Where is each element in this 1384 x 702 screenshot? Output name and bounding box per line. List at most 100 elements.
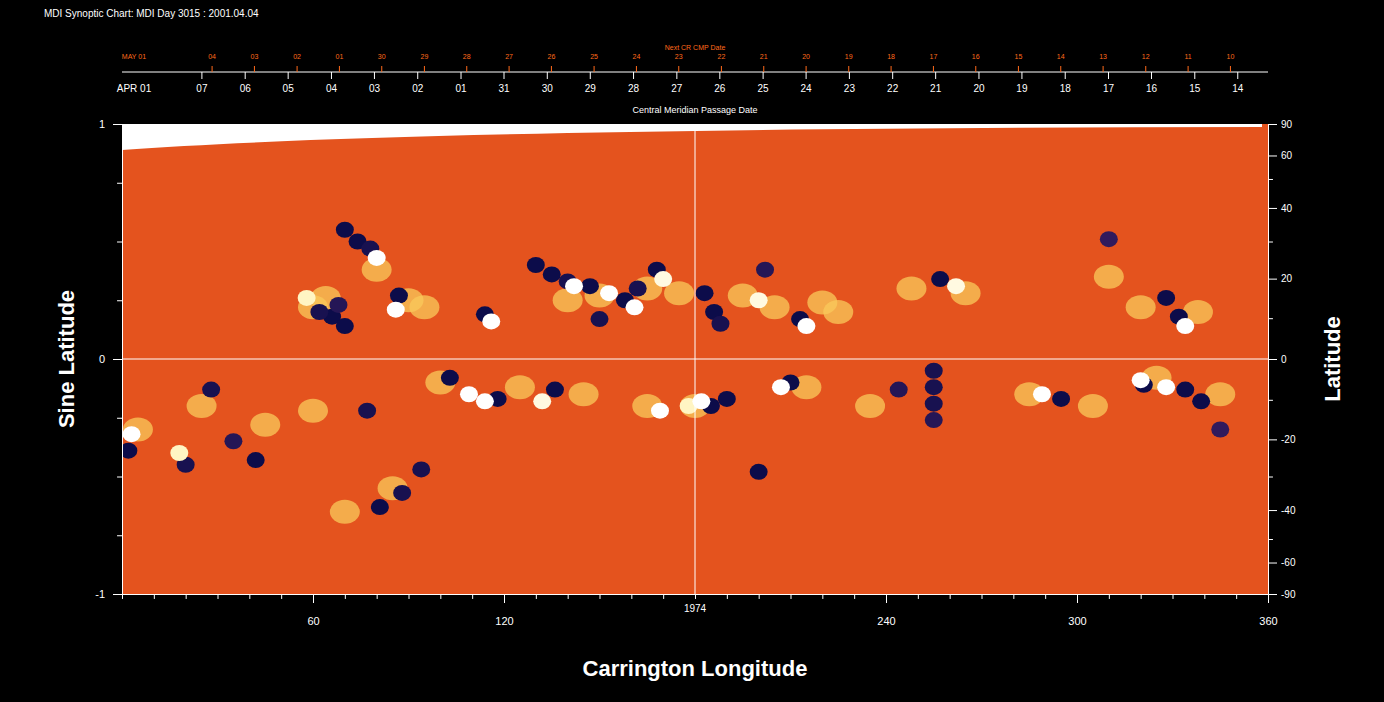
date-tick-mark bbox=[254, 66, 255, 72]
x-tick: 300 bbox=[1068, 594, 1086, 627]
date-tick-label: 13 bbox=[1099, 53, 1107, 60]
x-tick bbox=[122, 594, 123, 599]
x-tick bbox=[759, 594, 760, 599]
field-cell bbox=[476, 393, 494, 409]
field-cell bbox=[460, 386, 478, 402]
x-tick bbox=[345, 594, 346, 599]
date-tick-label: 30 bbox=[542, 83, 554, 94]
field-cell bbox=[527, 257, 545, 273]
date-tick-mark bbox=[806, 72, 807, 79]
date-tick-label: 29 bbox=[585, 83, 597, 94]
x-tick-label: 300 bbox=[1068, 615, 1086, 627]
field-cell bbox=[890, 382, 908, 398]
date-tick-mark bbox=[1151, 72, 1152, 79]
x-tick bbox=[186, 594, 187, 599]
x-tick bbox=[695, 594, 696, 599]
field-cell bbox=[629, 281, 647, 297]
y2-tick-mark bbox=[1268, 279, 1277, 280]
y-tick-mark bbox=[113, 594, 122, 595]
field-cell bbox=[412, 461, 430, 477]
x-tick-mark bbox=[568, 594, 569, 599]
date-tick-mark bbox=[245, 72, 246, 79]
x-tick-mark bbox=[1268, 594, 1269, 603]
date-tick-label: 24 bbox=[801, 83, 813, 94]
date-tick-label: 03 bbox=[369, 83, 381, 94]
date-tick-mark bbox=[1145, 66, 1146, 72]
y2-axis: -90-60-40-20020406090 bbox=[1268, 119, 1296, 600]
date-tick-label: 17 bbox=[930, 53, 938, 60]
rotation-number: 1974 bbox=[684, 603, 707, 614]
date-tick-mark bbox=[331, 72, 332, 79]
y2-tick: 90 bbox=[1268, 119, 1293, 130]
date-tick-mark bbox=[636, 66, 637, 72]
field-cell bbox=[1132, 372, 1150, 388]
date-tick-mark bbox=[633, 72, 634, 79]
date-tick-mark bbox=[763, 72, 764, 79]
reference-line-y bbox=[122, 359, 1268, 360]
x-tick bbox=[1204, 594, 1205, 599]
x-tick-mark bbox=[472, 594, 473, 599]
x-tick bbox=[1173, 594, 1174, 599]
field-cell bbox=[543, 266, 561, 282]
x-tick bbox=[918, 594, 919, 599]
y-tick-mark bbox=[113, 359, 122, 360]
date-tick-label: 04 bbox=[208, 53, 216, 60]
date-tick-label: 26 bbox=[548, 53, 556, 60]
field-cell bbox=[1192, 393, 1210, 409]
field-cell bbox=[187, 394, 217, 418]
x-tick bbox=[1109, 594, 1110, 599]
x-tick-mark bbox=[663, 594, 664, 599]
field-cell bbox=[696, 285, 714, 301]
field-cell bbox=[122, 443, 137, 459]
date-tick-mark bbox=[806, 66, 807, 72]
date-tick-mark bbox=[978, 72, 979, 79]
field-cell bbox=[368, 250, 386, 266]
x-tick-mark bbox=[886, 594, 887, 603]
x-tick bbox=[600, 594, 601, 599]
date-tick-label: 16 bbox=[1146, 83, 1158, 94]
x-tick bbox=[1045, 594, 1046, 599]
y2-tick-mark bbox=[1268, 594, 1277, 595]
date-axis: 0706050403020131302928272625242322212019… bbox=[117, 72, 1244, 115]
x-tick bbox=[377, 594, 378, 599]
date-tick-mark bbox=[1021, 72, 1022, 79]
y-tick bbox=[117, 242, 122, 243]
y2-tick-mark bbox=[1268, 439, 1277, 440]
field-cell bbox=[823, 300, 853, 324]
date-tick-mark bbox=[509, 66, 510, 72]
date-tick-mark bbox=[590, 72, 591, 79]
x-tick bbox=[472, 594, 473, 599]
y2-tick-mark bbox=[1268, 400, 1273, 401]
field-cell bbox=[310, 304, 328, 320]
date-tick-label: 22 bbox=[887, 83, 899, 94]
date-tick-mark bbox=[676, 72, 677, 79]
date-tick-label: 07 bbox=[196, 83, 208, 94]
date-tick-mark bbox=[547, 72, 548, 79]
date-tick-label: 19 bbox=[845, 53, 853, 60]
y2-tick-label: 40 bbox=[1281, 203, 1293, 214]
date-axis-title: Next CR CMP Date bbox=[665, 44, 726, 51]
date-tick-label: 11 bbox=[1184, 53, 1191, 60]
x-tick bbox=[631, 594, 632, 599]
y2-tick-mark bbox=[1268, 539, 1273, 540]
y2-tick-label: 20 bbox=[1281, 273, 1293, 284]
chart: MDI Synoptic Chart: MDI Day 3015 : 2001.… bbox=[0, 0, 1384, 702]
x-tick bbox=[281, 594, 282, 599]
field-cell bbox=[626, 299, 644, 315]
y-axis-title: Sine Latitude bbox=[54, 290, 79, 428]
x-tick-mark bbox=[440, 594, 441, 599]
date-tick-mark bbox=[678, 66, 679, 72]
unobserved-pole bbox=[122, 124, 1262, 150]
date-tick-mark bbox=[1103, 66, 1104, 72]
x-tick-mark bbox=[154, 594, 155, 599]
date-tick-mark bbox=[1060, 66, 1061, 72]
y-tick-mark bbox=[117, 535, 122, 536]
y2-tick-label: -40 bbox=[1281, 505, 1296, 516]
field-cell bbox=[393, 485, 411, 501]
y2-tick bbox=[1268, 477, 1273, 478]
x-tick-mark bbox=[281, 594, 282, 599]
y2-tick: -60 bbox=[1268, 557, 1296, 568]
field-cell bbox=[441, 370, 459, 386]
x-tick-mark bbox=[1173, 594, 1174, 599]
field-cell bbox=[711, 316, 729, 332]
